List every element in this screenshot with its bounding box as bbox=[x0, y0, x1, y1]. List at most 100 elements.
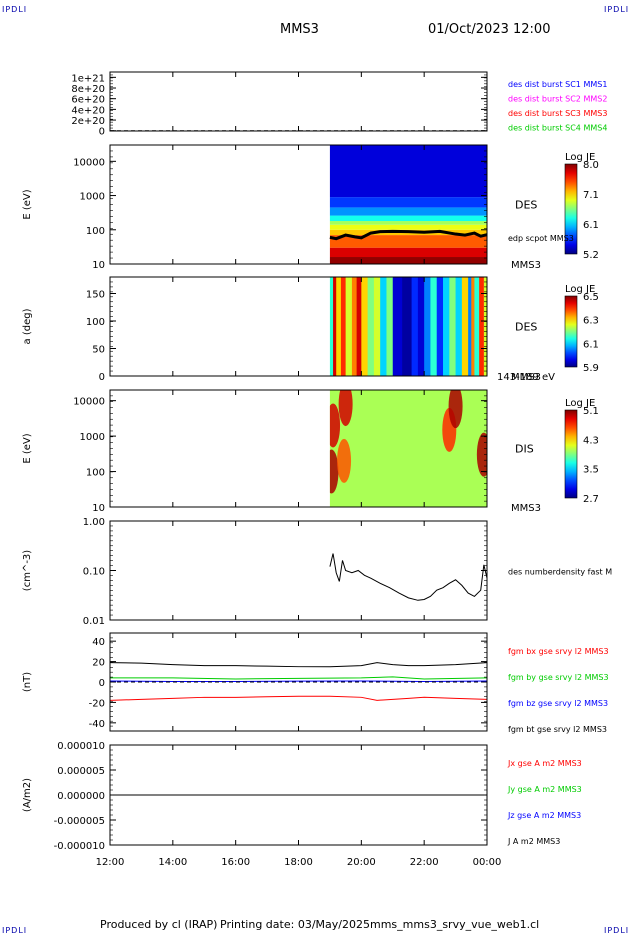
heatmap-hotspot bbox=[448, 390, 463, 429]
heatmap-hotspot bbox=[338, 390, 353, 427]
heatmap-column bbox=[333, 277, 337, 376]
y-tick-label: 4e+20 bbox=[71, 105, 105, 116]
y-tick-label: 0.01 bbox=[83, 616, 105, 627]
heatmap-column bbox=[461, 277, 469, 376]
spacecraft-label: MMS3 bbox=[511, 372, 541, 383]
spacecraft-label: MMS3 bbox=[511, 260, 541, 271]
y-tick-label: 10 bbox=[92, 260, 105, 271]
heatmap-column bbox=[361, 277, 369, 376]
spacecraft-label: MMS3 bbox=[511, 503, 541, 514]
corner-label-top-right: IPDLI bbox=[604, 5, 630, 14]
heatmap-column bbox=[402, 277, 413, 376]
x-tick-label: 22:00 bbox=[410, 857, 439, 868]
legend-entry: Jz gse A m2 MMS3 bbox=[507, 811, 581, 820]
y-tick-label: 0.000010 bbox=[57, 741, 105, 752]
legend-entry: fgm bx gse srvy l2 MMS3 bbox=[508, 647, 609, 656]
series-line bbox=[109, 680, 488, 682]
instrument-label: DES bbox=[515, 321, 537, 334]
series-line bbox=[109, 695, 488, 701]
y-tick-label: -40 bbox=[89, 719, 105, 730]
colorbar bbox=[564, 295, 578, 368]
heatmap-column bbox=[479, 277, 485, 376]
heatmap-column bbox=[329, 277, 334, 376]
legend-entry: fgm bz gse srvy l2 MMS3 bbox=[508, 699, 608, 708]
heatmap-column bbox=[340, 277, 347, 376]
heatmap-band bbox=[329, 197, 487, 208]
footer-printing-date: Printing date: 03/May/2025 bbox=[220, 918, 370, 931]
heatmap-column bbox=[417, 277, 425, 376]
heatmap-hotspot bbox=[476, 432, 487, 477]
heatmap-band bbox=[329, 145, 487, 198]
y-tick-label: 10000 bbox=[73, 157, 105, 168]
spacecraft-title: MMS3 bbox=[280, 22, 319, 37]
colorbar-tick-label: 6.1 bbox=[583, 220, 599, 231]
instrument-label: DES bbox=[515, 199, 537, 212]
series-line bbox=[109, 662, 488, 668]
panel-frame bbox=[109, 71, 488, 132]
y-tick-label: 10000 bbox=[73, 397, 105, 408]
heatmap-column bbox=[356, 277, 362, 376]
panel5: 0.01 0.10 1.00 (cm^-3) des numberdensity fas… bbox=[22, 517, 612, 627]
corner-label-top-left: IPDLI bbox=[2, 5, 28, 14]
heatmap-column bbox=[351, 277, 358, 376]
heatmap-band bbox=[329, 224, 487, 230]
y-tick-label: 50 bbox=[92, 345, 105, 356]
panel-frame bbox=[109, 520, 488, 621]
colorbar-tick-label: 6.1 bbox=[583, 339, 599, 350]
corner-label-bottom-left: IPDLI bbox=[2, 926, 28, 935]
heatmap-column bbox=[474, 277, 480, 376]
legend-entry: des dist burst SC2 MMS2 bbox=[508, 95, 607, 104]
heatmap-column bbox=[336, 277, 342, 376]
colorbar-tick-label: 8.0 bbox=[583, 160, 599, 171]
legend-entry: des dist burst SC3 MMS3 bbox=[508, 109, 607, 118]
colorbar-tick-label: 6.3 bbox=[583, 316, 599, 327]
y-tick-label: 2e+20 bbox=[71, 116, 105, 127]
heatmap-column bbox=[424, 277, 431, 376]
legend-entry: Jx gse A m2 MMS3 bbox=[507, 759, 582, 768]
heatmap-column bbox=[373, 277, 381, 376]
colorbar-tick-label: 5.2 bbox=[583, 250, 599, 261]
heatmap-band bbox=[329, 221, 487, 225]
series-line bbox=[110, 676, 488, 680]
heatmap-column bbox=[471, 277, 475, 376]
heatmap-band bbox=[329, 247, 487, 258]
y-axis-label: E (eV) bbox=[22, 189, 33, 219]
heatmap-background bbox=[329, 390, 487, 507]
y-tick-label: 1000 bbox=[80, 192, 105, 203]
x-tick-label: 12:00 bbox=[96, 857, 125, 868]
y-tick-label: 0.10 bbox=[83, 567, 105, 578]
heatmap-band bbox=[329, 215, 487, 222]
heatmap-column bbox=[345, 277, 353, 376]
colorbar bbox=[564, 163, 578, 255]
heatmap-column bbox=[430, 277, 438, 376]
colorbar-tick-label: 3.5 bbox=[583, 465, 599, 476]
y-tick-label: 100 bbox=[86, 317, 105, 328]
legend-entry: des dist burst SC4 MMS4 bbox=[508, 124, 607, 133]
y-tick-label: 1.00 bbox=[83, 517, 105, 528]
scpot-line bbox=[329, 229, 488, 241]
heatmap-column bbox=[468, 277, 472, 376]
heatmap-column bbox=[455, 277, 463, 376]
heatmap-hotspot bbox=[329, 403, 341, 448]
y-tick-label: 1e+21 bbox=[71, 73, 105, 84]
legend-entry: des dist burst SC1 MMS1 bbox=[508, 80, 607, 89]
heatmap-column bbox=[386, 277, 394, 376]
corner-label-bottom-right: IPDLI bbox=[604, 926, 630, 935]
heatmap-column bbox=[392, 277, 403, 376]
energy-range-label: 143-189 eV bbox=[497, 372, 555, 383]
panel7: -0.000010 -0.000005 0.000000 0.000005 0.0000… bbox=[22, 741, 582, 852]
y-tick-label: 20 bbox=[92, 658, 105, 669]
heatmap-column bbox=[367, 277, 375, 376]
colorbar-title: Log JE bbox=[565, 284, 595, 295]
heatmap-column bbox=[411, 277, 419, 376]
y-tick-label: 1000 bbox=[80, 432, 105, 443]
colorbar bbox=[564, 409, 578, 499]
y-tick-label: -0.000010 bbox=[54, 841, 105, 852]
x-tick-label: 00:00 bbox=[473, 857, 502, 868]
panel4: Log JE5.1 4.3 3.5 2.7 10 100 1000 10000 E (eV) DI… bbox=[22, 389, 599, 514]
colorbar-title: Log JE bbox=[565, 152, 595, 163]
colorbar-tick-label: 5.1 bbox=[583, 406, 599, 417]
instrument-label: DIS bbox=[515, 443, 534, 456]
